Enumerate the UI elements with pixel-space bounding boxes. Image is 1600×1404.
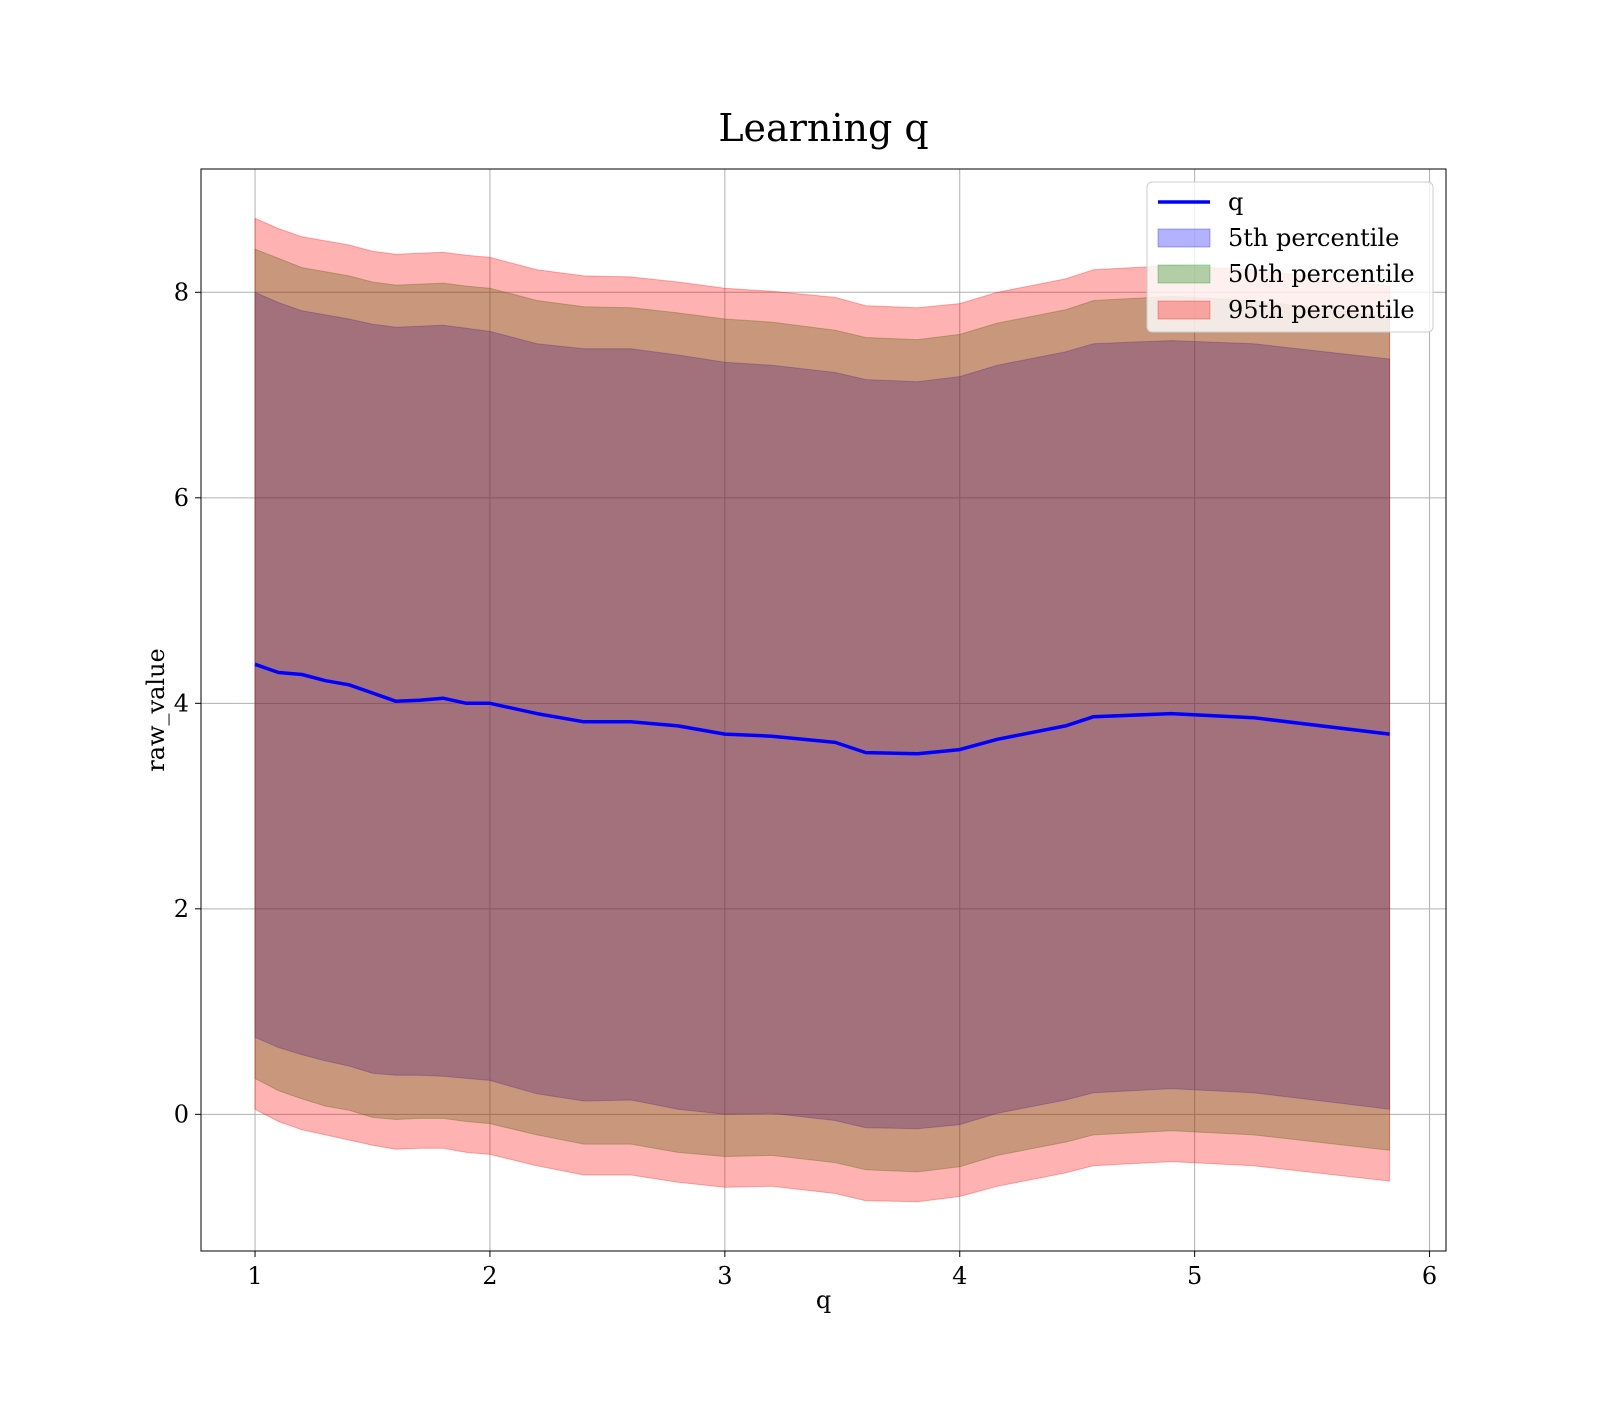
plot-frame — [200, 168, 1447, 1252]
q-line — [254, 662, 1390, 756]
grid — [201, 169, 1446, 1251]
50th-percentile-band — [254, 248, 1391, 1173]
y-tick-label: 4 — [174, 689, 189, 717]
q-line-layer — [254, 662, 1390, 756]
5th-percentile-band — [254, 291, 1391, 1130]
y-tick-label: 0 — [174, 1100, 189, 1128]
legend-patch-swatch — [1157, 264, 1211, 284]
legend-label: 5th percentile — [1228, 224, 1399, 252]
axis-ticks: 1 2 3 4 5 6 0 2 4 6 8 — [174, 278, 1437, 1290]
y-tick-label: 8 — [174, 278, 189, 306]
y-tick-label: 6 — [174, 484, 189, 512]
x-axis-label: q — [816, 1286, 831, 1314]
legend-patch-swatch — [1157, 300, 1211, 320]
legend-label: 95th percentile — [1228, 296, 1415, 324]
y-axis-label: raw_value — [142, 648, 170, 772]
legend-patch-swatch — [1157, 228, 1211, 248]
x-tick-label: 5 — [1187, 1262, 1202, 1290]
chart-title: Learning q — [718, 106, 928, 150]
95th-percentile-band — [254, 217, 1391, 1203]
legend: q 5th percentile 50th percentile 95th perce… — [1146, 181, 1434, 333]
legend-box — [1146, 181, 1434, 333]
x-tick-label: 2 — [482, 1262, 497, 1290]
legend-label: q — [1228, 188, 1243, 216]
y-tick-label: 2 — [174, 895, 189, 923]
percentile-bands — [254, 217, 1391, 1203]
legend-label: 50th percentile — [1228, 260, 1415, 288]
x-tick-label: 3 — [717, 1262, 732, 1290]
x-tick-label: 1 — [247, 1262, 262, 1290]
x-tick-label: 4 — [952, 1262, 967, 1290]
x-tick-label: 6 — [1422, 1262, 1437, 1290]
